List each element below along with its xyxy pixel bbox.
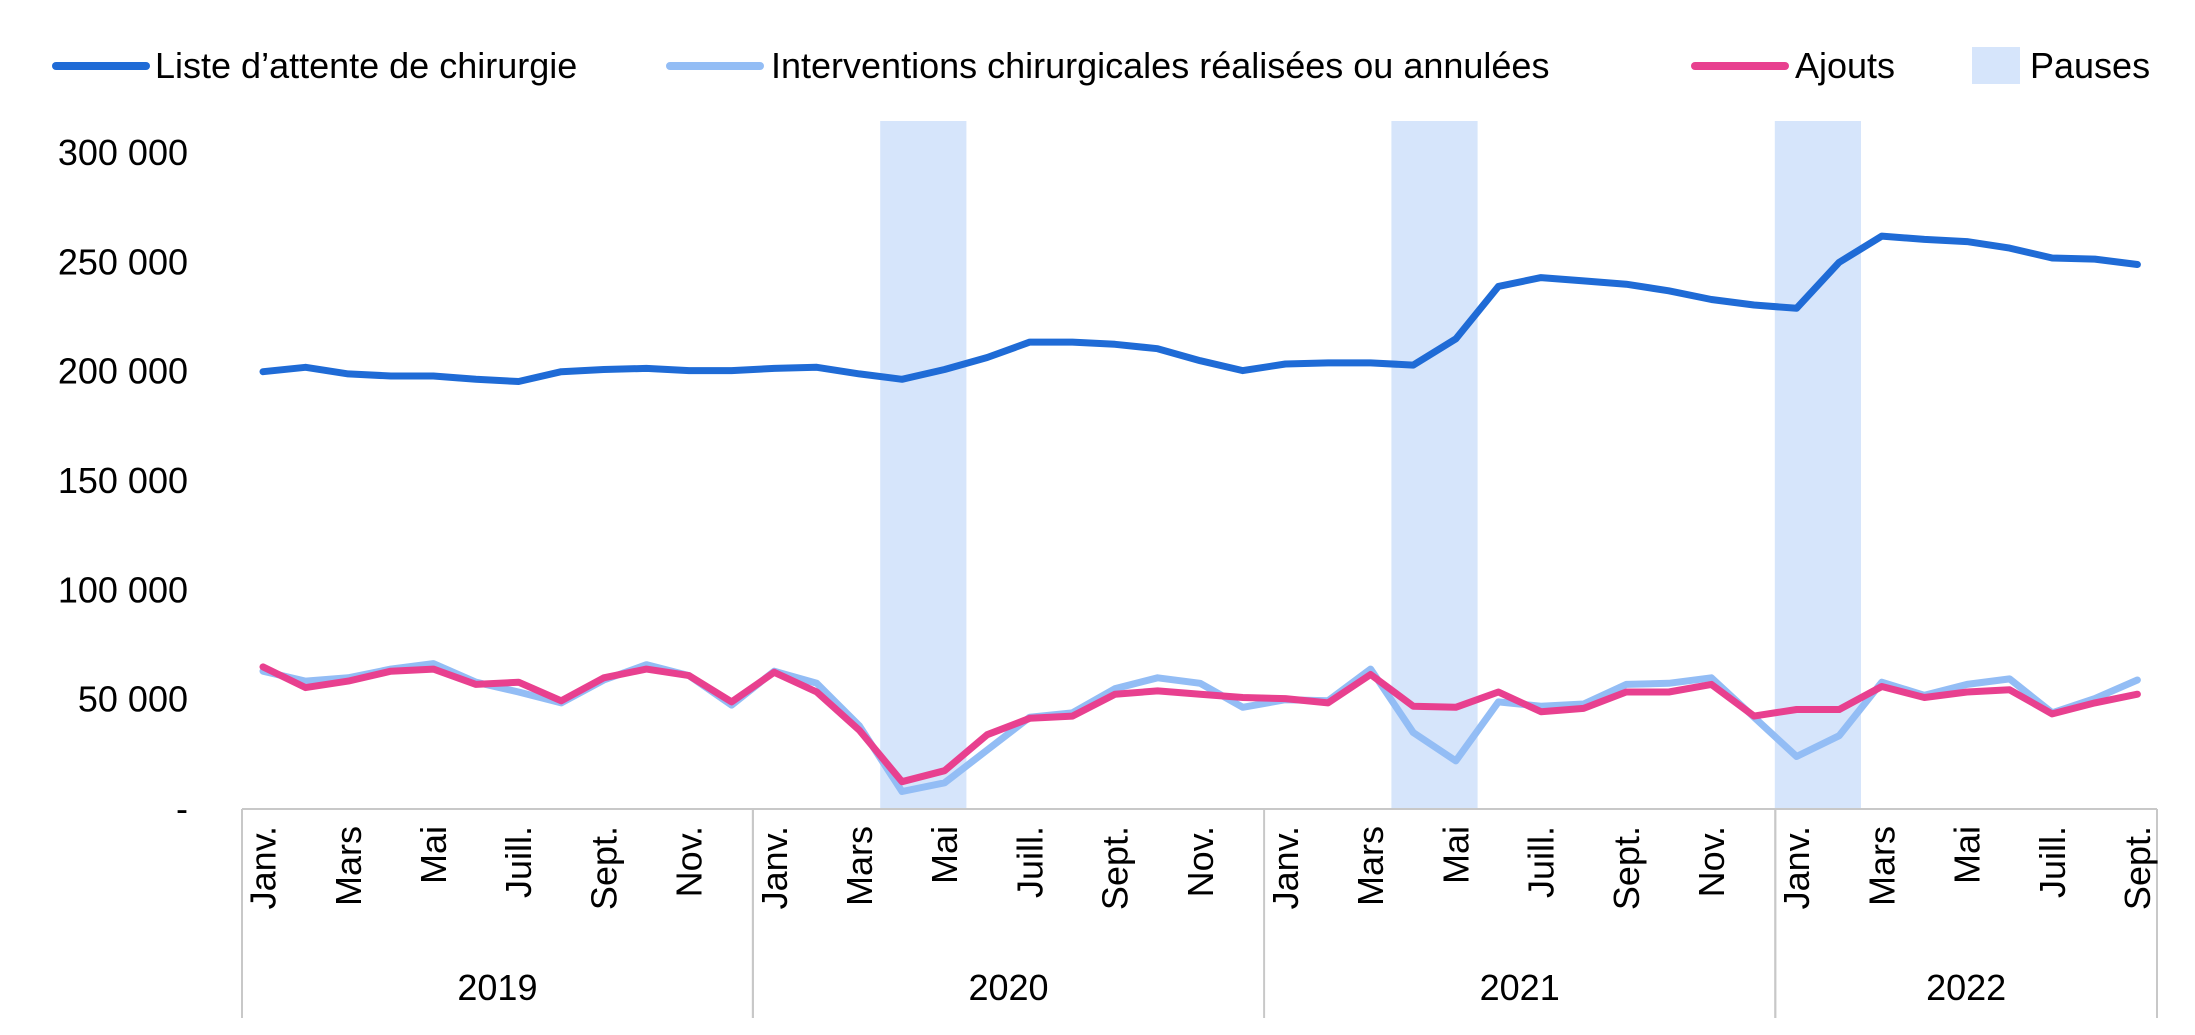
legend-label: Ajouts [1795,45,1895,86]
y-tick-label: 150 000 [58,460,188,501]
series-line-3 [259,663,2141,786]
x-tick-label: Janv. [1776,826,1817,909]
x-tick-label: Nov. [669,826,710,897]
year-label: 2022 [1926,967,2006,1008]
pause-band-1 [880,121,967,809]
x-tick-label: Mai [924,826,965,884]
x-tick-label: Janv. [1265,826,1306,909]
x-tick-label: Juill. [1521,826,1562,898]
x-tick-label: Sept. [1095,826,1136,910]
x-tick-label: Sept. [583,826,624,910]
x-tick-label: Janv. [243,826,284,909]
pause-band-3 [1774,121,1861,809]
x-tick-label: Janv. [754,826,795,909]
x-tick-label: Mai [413,826,454,884]
x-tick-label: Juill. [498,826,539,898]
x-axis: 2019 2020 2021 2022 Janv. Mars Mai Juill. Sept. N… [241,808,2158,1018]
x-tick-label: Mars [1861,826,1902,906]
x-tick-label: Sept. [2117,826,2158,910]
x-tick-label: Juill. [2032,826,2073,898]
year-label: 2021 [1480,967,1560,1008]
y-tick-label: 250 000 [58,241,188,282]
y-tick-label: 200 000 [58,351,188,392]
y-tick-label: 300 000 [58,132,188,173]
x-tick-label: Nov. [1691,826,1732,897]
y-tick-label: - [176,788,188,829]
y-tick-label: 50 000 [78,679,188,720]
year-label: 2020 [968,967,1048,1008]
series-line-1 [259,232,2141,385]
x-tick-label: Mai [1435,826,1476,884]
x-tick-label: Sept. [1606,826,1647,910]
legend-label: Interventions chirurgicales réalisées ou… [771,45,1549,86]
y-axis: - 50 000 100 000 150 000 200 000 250 000 300 0… [58,132,188,829]
x-tick-label: Nov. [1180,826,1221,897]
x-tick-label: Mars [1350,826,1391,906]
legend-label: Pauses [2030,45,2150,86]
legend: Liste d’attente de chirurgie Intervention… [52,45,2150,86]
year-label: 2019 [457,967,537,1008]
legend-label: Liste d’attente de chirurgie [155,45,577,86]
y-tick-label: 100 000 [58,569,188,610]
pause-bands [880,121,1861,809]
x-tick-label: Mai [1947,826,1988,884]
x-tick-label: Juill. [1009,826,1050,898]
x-tick-label: Mars [839,826,880,906]
series-lines [259,232,2141,795]
pause-band-2 [1391,121,1478,809]
legend-swatch [1972,47,2020,84]
x-tick-label: Mars [328,826,369,906]
